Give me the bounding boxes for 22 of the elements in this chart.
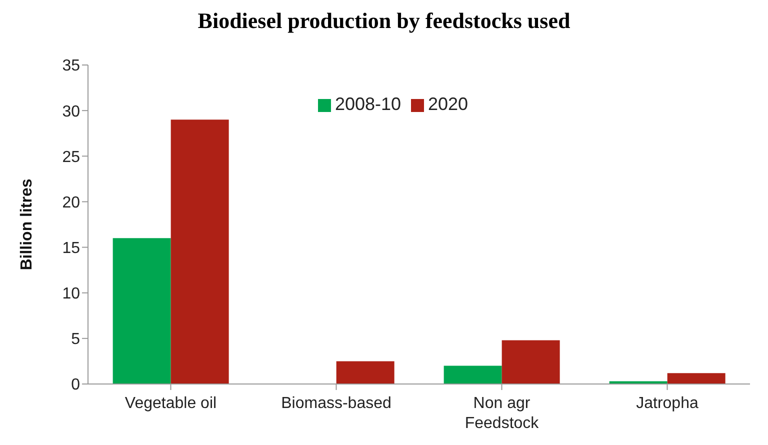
y-tick-label: 25 <box>62 148 80 166</box>
x-tick-label: Non agr Feedstock <box>464 395 540 432</box>
y-tick-label: 15 <box>62 240 80 257</box>
y-tick-label: 35 <box>62 58 80 75</box>
y-tick-label: 0 <box>71 376 80 394</box>
x-tick-label: Biomass-based <box>281 395 392 412</box>
bar <box>444 366 502 384</box>
y-tick-label: 30 <box>62 103 80 120</box>
bar <box>667 373 726 384</box>
bar <box>112 238 171 384</box>
legend-label: 2020 <box>428 94 468 114</box>
bar <box>502 340 560 384</box>
y-tick-label: 10 <box>62 286 80 303</box>
y-tick-label: 5 <box>71 331 80 348</box>
bar <box>336 361 394 384</box>
x-tick-label: Vegetable oil <box>124 395 217 412</box>
y-axis-title: Billion litres <box>18 178 36 270</box>
y-tick-label: 20 <box>62 194 80 212</box>
x-tick-label: Jatropha <box>636 395 698 412</box>
bar <box>170 120 229 384</box>
legend-label: 2008-10 <box>334 94 401 114</box>
chart-title: Biodiesel production by feedstocks used <box>196 8 572 35</box>
